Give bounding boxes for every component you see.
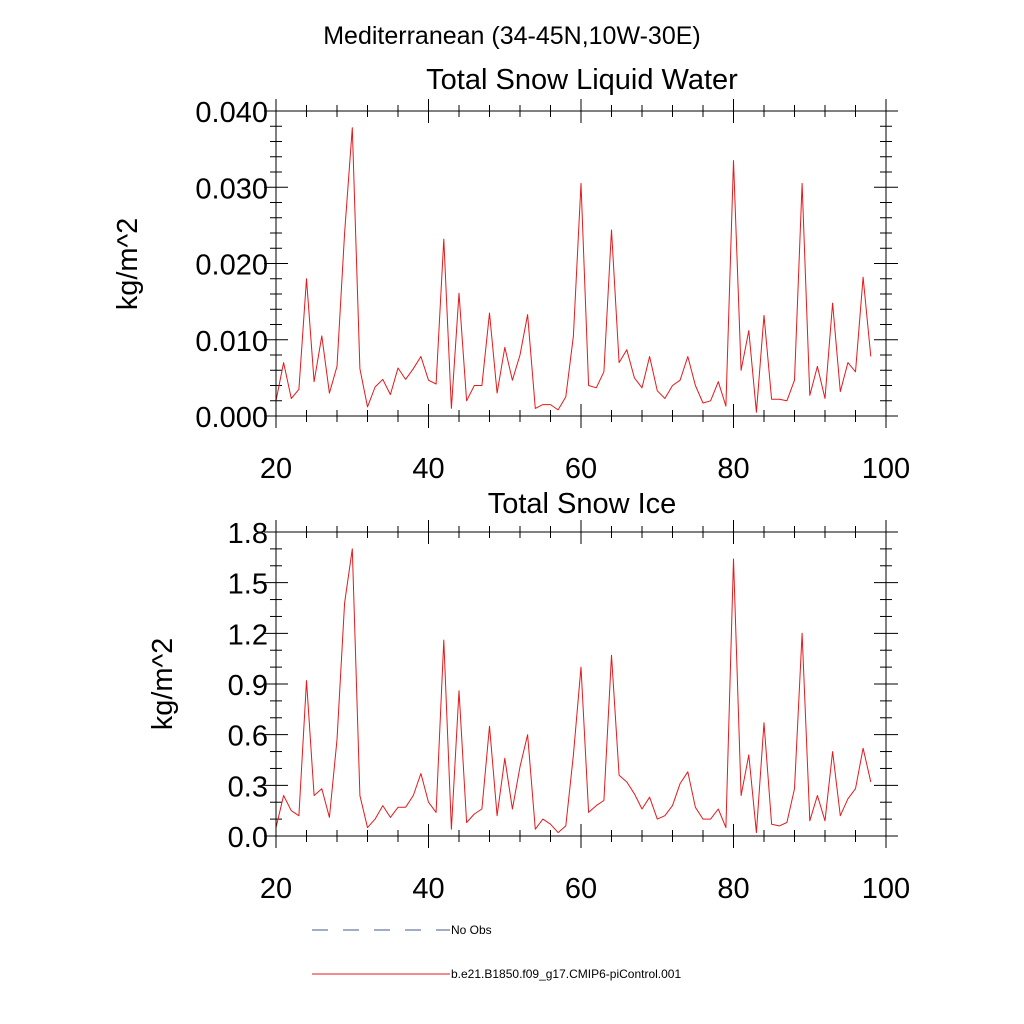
panel-title: Total Snow Ice <box>488 488 677 520</box>
legend-item-picontrol: b.e21.B1850.f09_g17.CMIP6-piControl.001 <box>312 967 681 981</box>
minor-ticks <box>270 526 892 842</box>
y-tick-label: 0.6 <box>228 721 268 753</box>
x-tick-label: 40 <box>412 873 444 905</box>
x-tick-label: 20 <box>260 453 292 485</box>
y-tick-label: 0.020 <box>195 250 268 282</box>
snow-ice-panel: Total Snow Ice kg/m^2 20 40 60 80 100 0.0 0.3… <box>147 488 910 905</box>
panel-title: Total Snow Liquid Water <box>426 64 738 96</box>
x-tick-label: 100 <box>862 873 910 905</box>
major-ticks <box>264 520 898 848</box>
y-tick-label: 1.2 <box>228 619 268 651</box>
legend-label: No Obs <box>451 923 492 937</box>
y-tick-label: 0.9 <box>228 670 268 702</box>
series-layer <box>275 548 872 834</box>
series-layer <box>275 127 872 413</box>
y-tick-label: 1.8 <box>228 518 268 550</box>
x-tick-label: 80 <box>717 453 749 485</box>
legend: No Obs b.e21.B1850.f09_g17.CMIP6-piContr… <box>312 923 681 981</box>
series-line <box>275 127 872 413</box>
y-axis-label: kg/m^2 <box>112 218 144 311</box>
y-tick-label: 0.030 <box>195 173 268 205</box>
x-tick-label: 60 <box>565 873 597 905</box>
y-tick-label: 0.000 <box>195 402 268 434</box>
x-tick-labels: 20 40 60 80 100 <box>260 873 910 905</box>
y-tick-label: 0.010 <box>195 326 268 358</box>
x-tick-labels: 20 40 60 80 100 <box>260 453 910 485</box>
y-tick-label: 0.3 <box>228 771 268 803</box>
plot-frame <box>275 531 887 837</box>
snow-liquid-water-panel: Total Snow Liquid Water kg/m^2 20 40 60 80 1… <box>112 64 910 485</box>
y-tick-labels: 0.0 0.3 0.6 0.9 1.2 1.5 1.8 <box>228 518 268 854</box>
plot-frame <box>275 110 887 417</box>
y-tick-label: 0.040 <box>195 97 268 129</box>
legend-item-no-obs: No Obs <box>312 923 492 937</box>
y-tick-label: 0.0 <box>228 822 268 854</box>
y-axis-label: kg/m^2 <box>147 638 179 731</box>
y-tick-label: 1.5 <box>228 569 268 601</box>
region-title: Mediterranean (34-45N,10W-30E) <box>323 22 701 50</box>
x-tick-label: 80 <box>717 873 749 905</box>
x-tick-label: 100 <box>862 453 910 485</box>
series-line <box>275 548 872 834</box>
x-tick-label: 40 <box>412 453 444 485</box>
legend-label: b.e21.B1850.f09_g17.CMIP6-piControl.001 <box>451 967 681 981</box>
x-tick-label: 20 <box>260 873 292 905</box>
major-ticks <box>264 99 898 428</box>
y-tick-labels: 0.000 0.010 0.020 0.030 0.040 <box>195 97 268 434</box>
x-tick-label: 60 <box>565 453 597 485</box>
